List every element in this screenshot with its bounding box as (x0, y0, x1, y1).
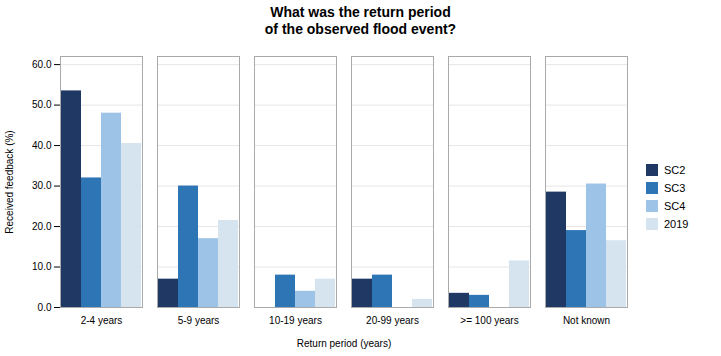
svg-text:40.0: 40.0 (32, 140, 52, 151)
html-text:SC4: SC4 (664, 199, 686, 212)
html-text:What was the return period of: What was the return period of the observ… (264, 4, 457, 37)
svg-text:20-99 years: 20-99 years (366, 315, 419, 326)
svg-text:Return period (years): Return period (years) (297, 338, 391, 349)
html-text:2019: 2019 (664, 217, 689, 230)
svg-text:>= 100 years: >= 100 years (460, 315, 518, 326)
svg-text:10.0: 10.0 (32, 261, 52, 272)
html-text:SC2: SC2 (664, 163, 686, 176)
svg-text:0.0: 0.0 (38, 302, 52, 313)
svg-text:10-19 years: 10-19 years (269, 315, 322, 326)
svg-text:2-4 years: 2-4 years (81, 315, 123, 326)
svg-text:Received feedback (%): Received feedback (%) (4, 130, 15, 233)
svg-text:60.0: 60.0 (32, 59, 52, 70)
svg-text:20.0: 20.0 (32, 221, 52, 232)
svg-text:Not known: Not known (563, 315, 610, 326)
svg-text:50.0: 50.0 (32, 99, 52, 110)
svg-text:5-9 years: 5-9 years (178, 315, 220, 326)
html-text:SC3: SC3 (664, 181, 686, 194)
svg-text:30.0: 30.0 (32, 180, 52, 191)
